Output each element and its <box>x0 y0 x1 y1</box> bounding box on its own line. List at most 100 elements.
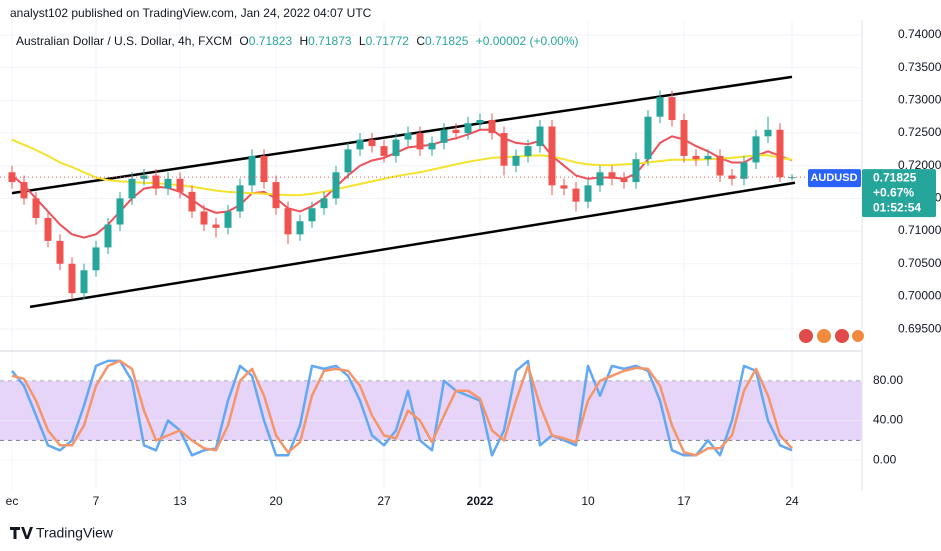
candle-body <box>632 159 640 183</box>
logo-mark <box>10 527 33 539</box>
y-tick-label: 0.71000 <box>898 223 941 237</box>
open-label: O <box>239 34 248 48</box>
candle-body <box>260 155 268 183</box>
high-value: 0.71873 <box>308 34 352 48</box>
candle-body <box>776 129 784 178</box>
change-value: +0.00002 (+0.00%) <box>476 34 579 48</box>
candle-body <box>44 218 52 241</box>
candle-body <box>692 155 700 160</box>
close-label: C <box>416 34 425 48</box>
flag-icon <box>833 327 851 345</box>
symbol-line: Australian Dollar / U.S. Dollar, 4h, FXC… <box>16 34 578 48</box>
y-tick-label: 80.00 <box>873 373 903 387</box>
x-tick-label: 24 <box>785 494 799 508</box>
x-tick-label: 27 <box>377 494 391 508</box>
x-tick-label: ec <box>6 494 19 508</box>
oscillator-line <box>11 359 793 457</box>
y-tick-label: 0.74000 <box>898 27 941 41</box>
candle-body <box>368 139 376 147</box>
x-tick-label: 17 <box>677 494 691 508</box>
brand-logo: TradingView <box>10 525 114 541</box>
y-tick-label: 0.72000 <box>898 158 941 172</box>
symbol-name: Australian Dollar / U.S. Dollar, 4h, FXC… <box>16 34 232 48</box>
candle-body <box>452 129 460 134</box>
candle-body <box>176 178 184 192</box>
candle-body <box>32 198 40 218</box>
candle-body <box>764 129 772 137</box>
y-tick-label: 0.73000 <box>898 93 941 107</box>
candle-body <box>752 136 760 163</box>
y-tick-label: 0.70000 <box>898 289 941 303</box>
flag-icon <box>797 327 815 345</box>
flag-icon <box>850 328 866 344</box>
symbol-badge-label: AUDUSD <box>810 172 857 184</box>
candle-body <box>716 155 724 176</box>
price-badge-countdown: 01:52:54 <box>873 200 921 214</box>
candle-body <box>344 149 352 173</box>
price-badge-change: +0.67% <box>873 185 914 199</box>
candle-body <box>476 119 484 124</box>
x-tick-label: 20 <box>269 494 283 508</box>
candle-body <box>128 178 136 199</box>
candle-body <box>416 133 424 150</box>
candle-body <box>116 198 124 225</box>
channel-line <box>11 75 793 195</box>
candle-body <box>488 119 496 134</box>
flag-icon <box>815 327 833 345</box>
moving-average <box>11 128 793 239</box>
candle-body <box>560 185 568 189</box>
candle-body <box>656 97 664 117</box>
candle-body <box>152 175 160 189</box>
y-tick-label: 0.70500 <box>898 256 941 270</box>
low-label: L <box>359 34 366 48</box>
candle-body <box>584 185 592 202</box>
candle-body <box>20 182 28 199</box>
candle-body <box>332 172 340 199</box>
y-tick-label: 40.00 <box>873 413 903 427</box>
y-tick-label: 0.69500 <box>898 321 941 335</box>
channel-line <box>29 181 796 309</box>
candle-body <box>296 221 304 235</box>
candle-body <box>620 178 628 183</box>
candle-body <box>212 224 220 228</box>
candle-body <box>608 172 616 179</box>
symbol-badge <box>808 169 861 188</box>
published-line: analyst102 published on TradingView.com,… <box>10 6 372 20</box>
candle-body <box>536 126 544 147</box>
candle-body <box>104 224 112 248</box>
plot-layer <box>0 75 862 457</box>
candle-body <box>380 146 388 156</box>
candle-body <box>512 155 520 166</box>
candle-body <box>428 142 436 150</box>
candle-body <box>440 129 448 143</box>
price-badge <box>862 169 936 218</box>
high-label: H <box>300 34 309 48</box>
candle-body <box>740 162 748 179</box>
candle-body <box>272 182 280 209</box>
candle-body <box>200 211 208 225</box>
candle-body <box>56 240 64 264</box>
x-tick-label: 7 <box>93 494 100 508</box>
candle-body <box>548 126 556 186</box>
grid-layer <box>0 20 862 490</box>
candle-body <box>188 191 196 212</box>
close-value: 0.71825 <box>425 34 469 48</box>
low-value: 0.71772 <box>366 34 410 48</box>
candle-body <box>500 133 508 166</box>
candle-body <box>80 270 88 294</box>
x-tick-label: 10 <box>581 494 595 508</box>
candle-body <box>164 178 172 189</box>
candle-body <box>320 198 328 209</box>
candle-body <box>224 211 232 228</box>
candle-body <box>524 146 532 156</box>
moving-average <box>11 138 793 197</box>
candle-body <box>680 119 688 156</box>
candle-body <box>356 139 364 150</box>
candle-body <box>464 123 472 134</box>
candle-body <box>284 208 292 235</box>
y-tick-label: 0.00 <box>873 452 897 466</box>
candle-body <box>68 263 76 294</box>
brand-name: TradingView <box>36 525 114 541</box>
candle-body <box>704 155 712 160</box>
